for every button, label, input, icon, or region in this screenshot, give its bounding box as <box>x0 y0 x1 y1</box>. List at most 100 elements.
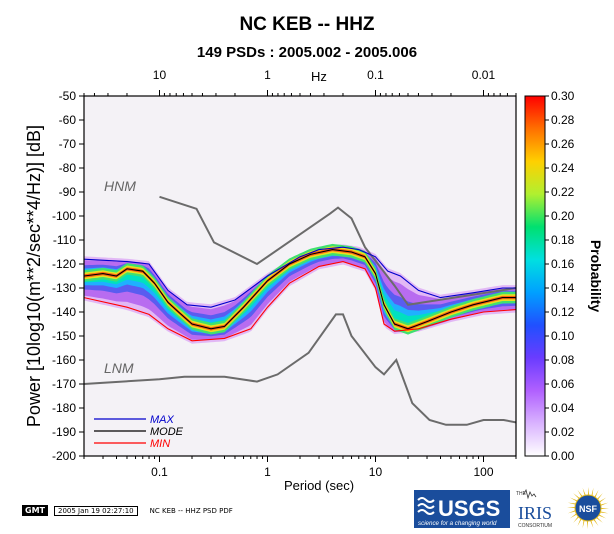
iris-logo: THE IRIS CONSORTIUM <box>516 488 552 529</box>
footer: GMT 2005 Jan 19 02:27:10 NC KEB -- HHZ P… <box>22 505 233 516</box>
y-tick-label: -160 <box>52 353 76 367</box>
y-tick-label: -80 <box>59 161 77 175</box>
top-axis-label: Hz <box>311 69 327 84</box>
legend: MAX MODE MIN <box>94 414 184 450</box>
y-tick-label: -190 <box>52 425 76 439</box>
nsf-logo: NSF <box>567 487 609 529</box>
y-tick-label: -100 <box>52 209 76 223</box>
colorbar-label: Probability <box>588 240 604 313</box>
x-tick-label: 1 <box>264 465 271 479</box>
colorbar-tick-label: 0.16 <box>551 257 575 271</box>
nsf-ray <box>594 489 599 498</box>
y-tick-label: -150 <box>52 329 76 343</box>
nsf-ray <box>597 493 603 500</box>
usgs-logo: USGS science for a changing world <box>414 490 510 528</box>
nsf-ray <box>577 518 582 527</box>
y-axis-label: Power [10log10(m**2/sec**4/Hz)] [dB] <box>24 125 44 427</box>
pdf-probability-band <box>84 243 516 344</box>
colorbar <box>524 95 546 457</box>
hnm-curve <box>159 195 516 306</box>
nsf-ray <box>567 510 576 514</box>
colorbar-tick-label: 0.14 <box>551 281 575 295</box>
colorbar-tick-label: 0.28 <box>551 113 575 127</box>
nsf-ray <box>569 513 577 519</box>
colorbar-tick-label: 0.20 <box>551 209 575 223</box>
y-tick-label: -90 <box>59 185 77 199</box>
y-tick-label: -140 <box>52 305 76 319</box>
top-tick-label: 10 <box>153 68 167 82</box>
statistic-curves <box>84 246 516 342</box>
colorbar-tick-label: 0.18 <box>551 233 575 247</box>
y-tick-label: -110 <box>53 233 76 247</box>
nsf-ray <box>588 487 590 496</box>
lnm-curve <box>84 313 516 426</box>
svg-text:THE: THE <box>516 491 527 497</box>
nsf-ray <box>586 520 588 529</box>
timestamp: 2005 Jan 19 02:27:10 <box>53 505 138 516</box>
nsf-ray <box>599 497 607 503</box>
nsf-ray <box>573 516 579 523</box>
colorbar-tick-label: 0.08 <box>551 353 575 367</box>
hnm-label: HNM <box>104 178 136 194</box>
svg-text:USGS: USGS <box>438 496 500 521</box>
y-tick-label: -120 <box>52 257 76 271</box>
legend-max-label: MAX <box>150 414 175 426</box>
colorbar-tick-label: 0.24 <box>551 161 575 175</box>
max-curve <box>84 246 516 308</box>
legend-mode-label: MODE <box>150 426 184 438</box>
svg-text:science for a changing world: science for a changing world <box>418 520 497 527</box>
svg-text:NSF: NSF <box>579 504 598 514</box>
nsf-ray <box>582 520 585 529</box>
nsf-ray <box>596 517 603 523</box>
y-tick-label: -180 <box>52 401 76 415</box>
mode-curve <box>84 249 516 330</box>
footer-caption: NC KEB -- HHZ PSD PDF <box>149 506 233 515</box>
colorbar-tick-label: 0.04 <box>551 401 575 415</box>
x-tick-label: 0.1 <box>151 465 168 479</box>
colorbar-tick-label: 0.06 <box>551 377 575 391</box>
colorbar-tick-label: 0.26 <box>551 137 575 151</box>
nsf-ray <box>600 508 609 510</box>
y-tick-label: -170 <box>52 377 76 391</box>
nsf-ray <box>600 502 609 506</box>
colorbar-tick-label: 0.22 <box>551 185 575 199</box>
colorbar-tick-label: 0.00 <box>551 449 575 463</box>
top-tick-label: 0.1 <box>367 68 384 82</box>
top-frequency-axis: 10 1 0.1 0.01 <box>83 68 517 96</box>
nsf-ray <box>590 520 594 529</box>
nsf-ray <box>569 497 578 502</box>
chart-title: NC KEB -- HHZ <box>239 14 375 35</box>
top-tick-label: 1 <box>264 68 271 82</box>
nsf-ray <box>573 493 580 499</box>
pdf-layer-4 <box>84 248 516 334</box>
colorbar-tick-label: 0.12 <box>551 305 575 319</box>
colorbar-tick-label: 0.10 <box>551 329 575 343</box>
y-tick-label: -60 <box>59 113 77 127</box>
lnm-label: LNM <box>104 360 134 376</box>
x-tick-label: 10 <box>369 465 383 479</box>
nsf-ray <box>582 487 586 496</box>
nsf-ray <box>600 511 609 514</box>
svg-text:IRIS: IRIS <box>518 503 552 523</box>
noise-model-curves <box>84 195 516 426</box>
top-tick-label: 0.01 <box>472 68 496 82</box>
y-tick-label: -50 <box>59 89 77 103</box>
x-axis-label: Period (sec) <box>284 478 354 493</box>
nsf-ray <box>598 514 607 519</box>
y-axis: -50 -60 -70 -80 -90 -100 -110 -120 -130 -140 -150 -… <box>52 89 84 463</box>
nsf-ray <box>577 489 583 497</box>
nsf-ray <box>567 502 576 505</box>
svg-text:CONSORTIUM: CONSORTIUM <box>518 523 552 529</box>
chart-subtitle: 149 PSDs : 2005.002 - 2005.006 <box>196 44 418 61</box>
y-tick-label: -200 <box>52 449 76 463</box>
nsf-ray <box>591 487 594 496</box>
y-tick-label: -130 <box>52 281 76 295</box>
gmt-badge: GMT <box>22 505 48 516</box>
min-curve <box>84 261 516 342</box>
x-axis: 0.1 1 10 100 <box>83 456 517 479</box>
nsf-ray <box>567 506 576 508</box>
y-tick-label: -70 <box>59 137 77 151</box>
x-tick-label: 100 <box>473 465 493 479</box>
nsf-ray <box>593 519 599 527</box>
